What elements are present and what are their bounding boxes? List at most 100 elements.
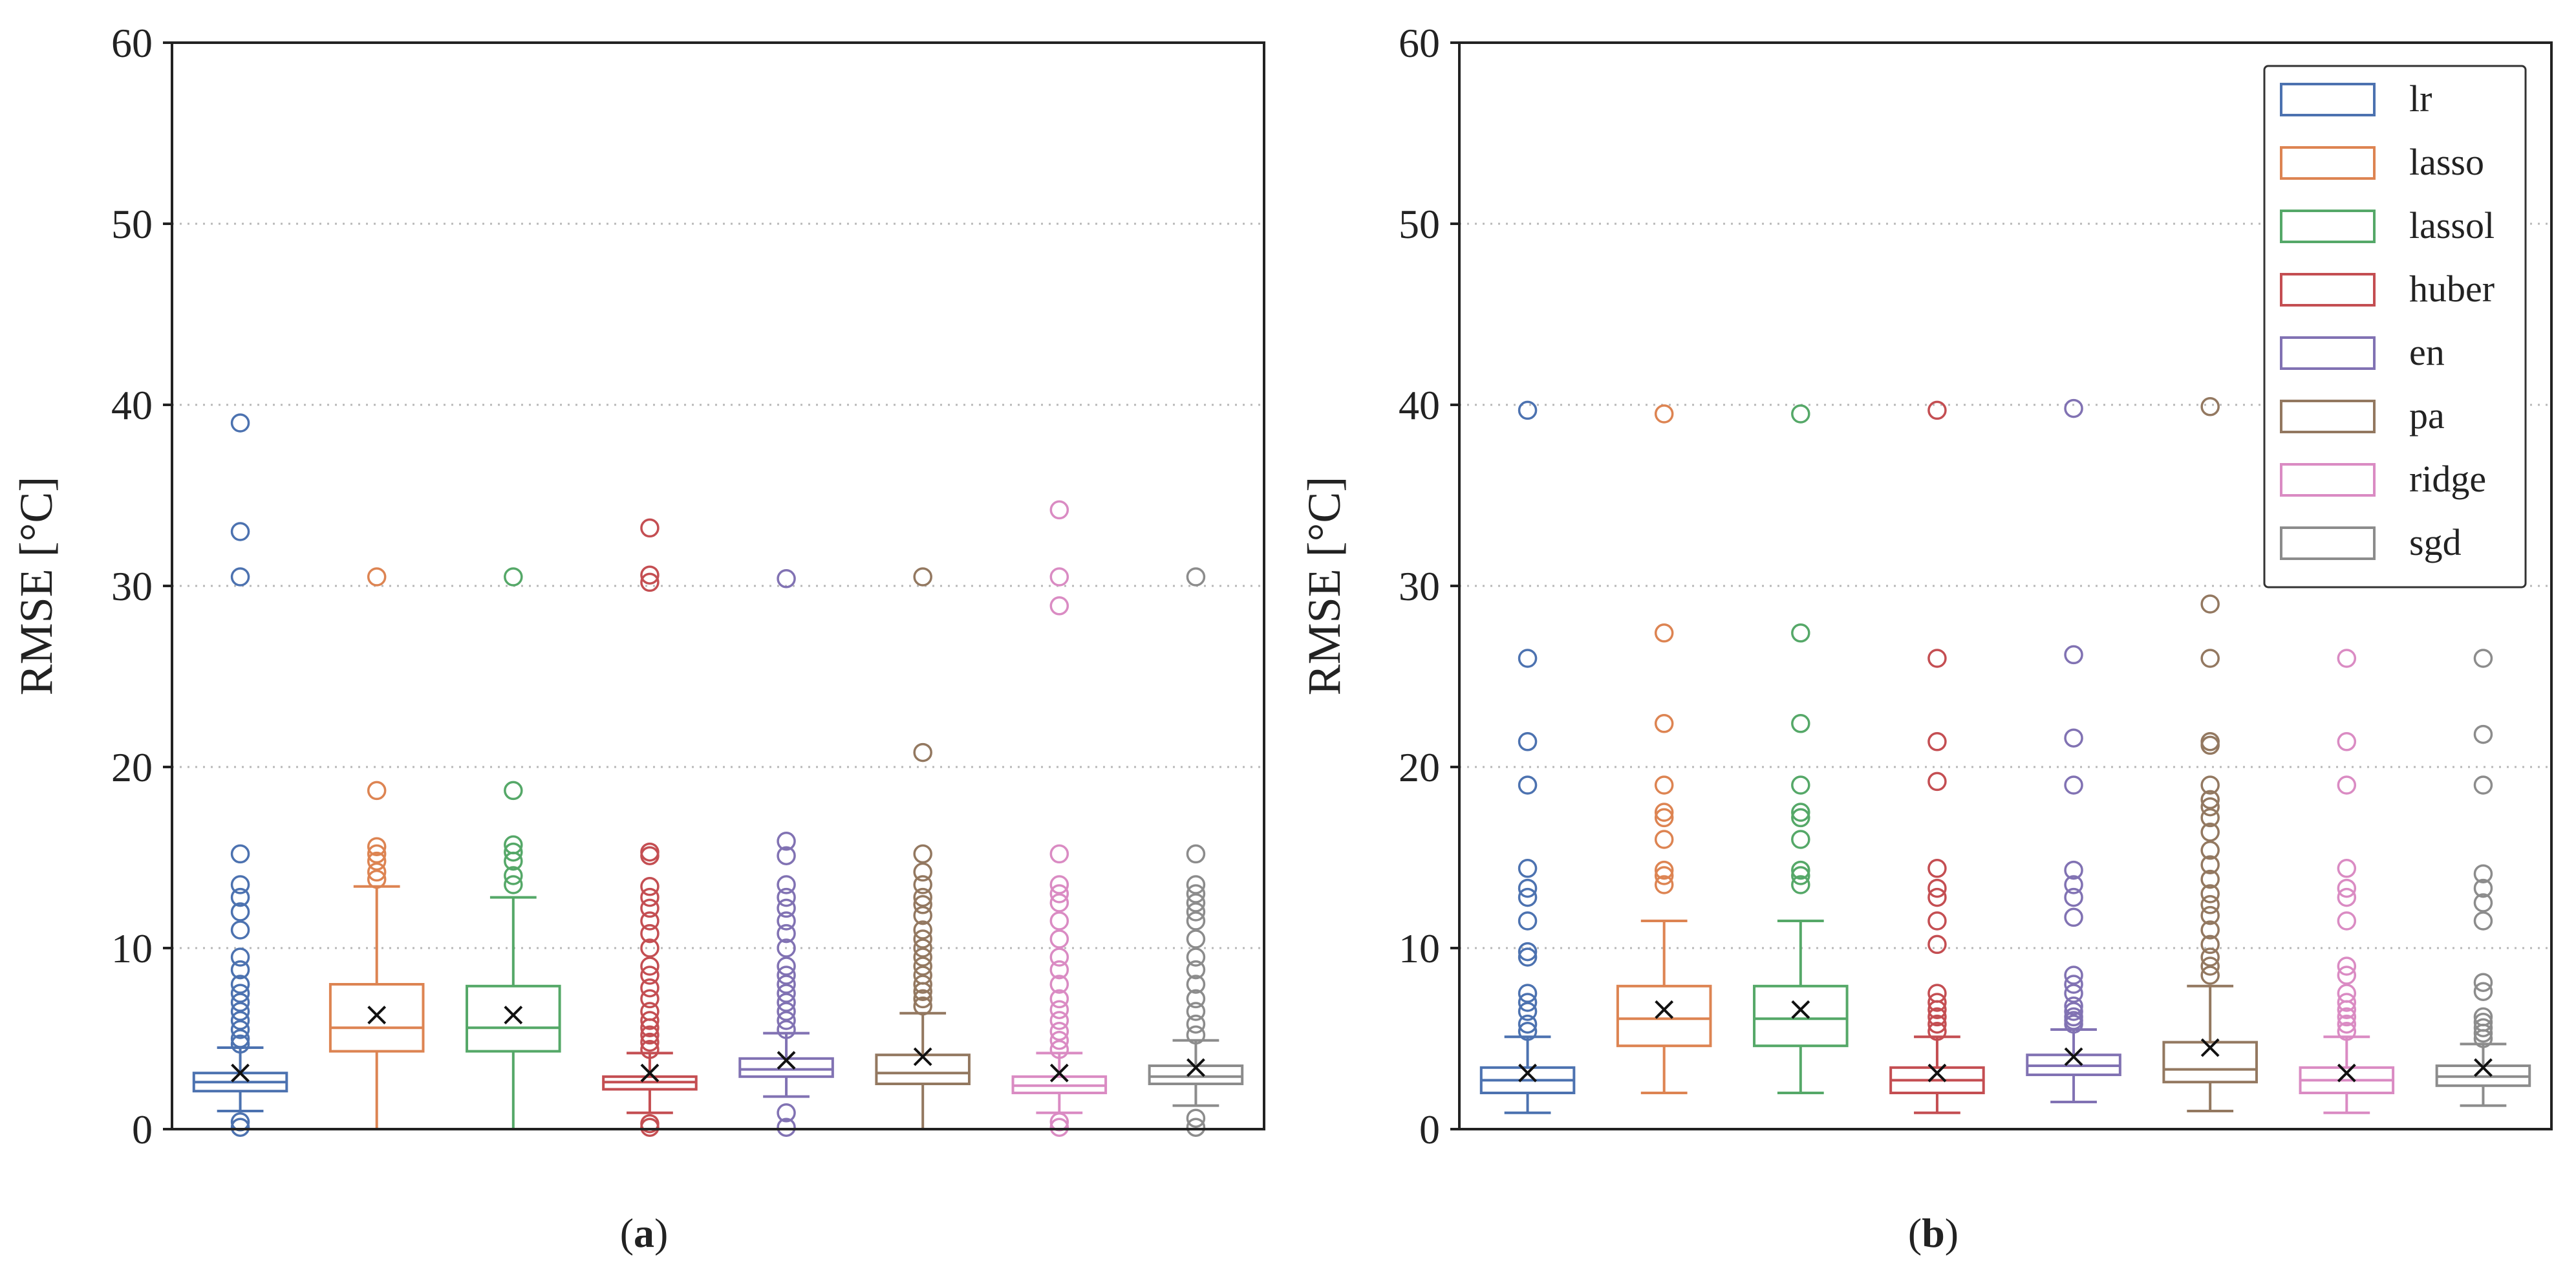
- outlier-point: [1186, 929, 1206, 949]
- outlier-point: [1186, 975, 1206, 994]
- outlier-point: [2200, 855, 2220, 874]
- outlier-point: [2473, 724, 2493, 744]
- outlier-point: [913, 887, 932, 907]
- outlier-point: [913, 742, 932, 762]
- y-tick-label: 60: [111, 20, 153, 66]
- outlier-point: [1927, 911, 1947, 931]
- outlier-point: [777, 1011, 796, 1030]
- outlier-point: [777, 569, 796, 588]
- outlier-point: [2064, 728, 2083, 748]
- outlier-point: [230, 975, 250, 994]
- caption-a: (a): [620, 1210, 669, 1256]
- outlier-point: [2200, 808, 2220, 828]
- outlier-point: [913, 920, 932, 940]
- outlier-point: [1186, 884, 1206, 903]
- mean-marker: [913, 1047, 932, 1066]
- mean-marker: [2337, 1063, 2356, 1083]
- outlier-point: [1654, 775, 1674, 795]
- outlier-point: [1518, 911, 1538, 931]
- outlier-point: [1927, 993, 1947, 1012]
- outlier-point: [2200, 869, 2220, 889]
- legend-label-ridge: ridge: [2409, 458, 2486, 500]
- outlier-point: [640, 978, 660, 998]
- outlier-point: [2337, 859, 2357, 878]
- outlier-point: [777, 984, 796, 1003]
- outlier-point: [1927, 649, 1947, 668]
- outlier-point: [2473, 893, 2493, 912]
- outlier-point: [1186, 902, 1206, 922]
- outlier-point: [2064, 975, 2083, 994]
- outlier-point: [2064, 1007, 2083, 1027]
- mean-stroke: [913, 1047, 932, 1066]
- outlier-point: [230, 887, 250, 907]
- outlier-point: [367, 851, 387, 871]
- outlier-point: [1791, 866, 1810, 885]
- mean-stroke: [1518, 1063, 1537, 1083]
- outlier-point: [1927, 887, 1947, 907]
- outlier-point: [230, 1002, 250, 1021]
- legend-frame: [2263, 65, 2527, 588]
- outlier-point: [913, 989, 932, 1009]
- outlier-point: [1049, 500, 1069, 520]
- outlier-point: [1186, 875, 1206, 894]
- outlier-point: [2200, 775, 2220, 795]
- legend-swatch-huber: [2280, 273, 2376, 307]
- mean-marker: [1791, 1000, 1810, 1019]
- outlier-point: [1049, 1022, 1069, 1041]
- mean-stroke: [2337, 1063, 2356, 1083]
- outlier-point: [2473, 649, 2493, 668]
- iqr-box: [466, 984, 561, 1053]
- outlier-point: [1791, 404, 1810, 424]
- outlier-point: [640, 877, 660, 896]
- outlier-point: [2473, 982, 2493, 1001]
- outlier-point: [1927, 1007, 1947, 1027]
- outlier-point: [1186, 960, 1206, 980]
- outlier-point: [1049, 960, 1069, 980]
- outlier-point: [913, 938, 932, 958]
- mean-marker: [504, 1006, 523, 1025]
- outlier-point: [2337, 993, 2357, 1012]
- outlier-point: [1791, 830, 1810, 849]
- outlier-point: [230, 875, 250, 894]
- mean-marker: [777, 1051, 796, 1070]
- y-tick-label: 30: [1399, 563, 1440, 609]
- outlier-point: [2473, 878, 2493, 898]
- mean-marker: [2064, 1047, 2083, 1066]
- outlier-point: [1927, 878, 1947, 898]
- outlier-point: [2337, 775, 2357, 795]
- y-tick-label: 10: [111, 925, 153, 971]
- panel-a: 0 10 20 30 40 50 60 RMSE [°C]: [10, 20, 1265, 1152]
- outlier-point: [2064, 398, 2083, 418]
- outlier-point: [640, 911, 660, 931]
- outlier-point: [2337, 887, 2357, 907]
- legend-swatch-lr: [2280, 83, 2376, 116]
- outlier-point: [1518, 1014, 1538, 1034]
- outlier-point: [1927, 934, 1947, 955]
- outlier-point: [1186, 1002, 1206, 1021]
- outlier-point: [1186, 844, 1206, 864]
- mean-marker: [1655, 1000, 1674, 1019]
- outlier-point: [1049, 929, 1069, 949]
- y-axis-label: RMSE [°C]: [1298, 477, 1350, 696]
- outlier-point: [1791, 714, 1810, 733]
- outlier-point: [1518, 732, 1538, 751]
- outlier-point: [1927, 772, 1947, 792]
- outlier-point: [640, 966, 660, 985]
- outlier-point: [640, 518, 660, 538]
- outlier-point: [2064, 887, 2083, 907]
- box-lasso: [1616, 404, 1712, 1094]
- outlier-point: [1518, 942, 1538, 962]
- outlier-point: [2473, 1013, 2493, 1032]
- outlier-point: [504, 567, 523, 587]
- outlier-point: [1049, 1000, 1069, 1019]
- outlier-point: [2200, 905, 2220, 925]
- outlier-point: [1654, 714, 1674, 733]
- y-tick-label: 40: [1399, 382, 1440, 428]
- legend-label-lr: lr: [2409, 78, 2432, 120]
- outlier-point: [1049, 884, 1069, 903]
- outlier-point: [367, 781, 387, 801]
- outlier-point: [2337, 966, 2357, 985]
- outlier-point: [777, 1002, 796, 1021]
- outlier-point: [913, 966, 932, 985]
- box-sgd: [1148, 567, 1244, 1137]
